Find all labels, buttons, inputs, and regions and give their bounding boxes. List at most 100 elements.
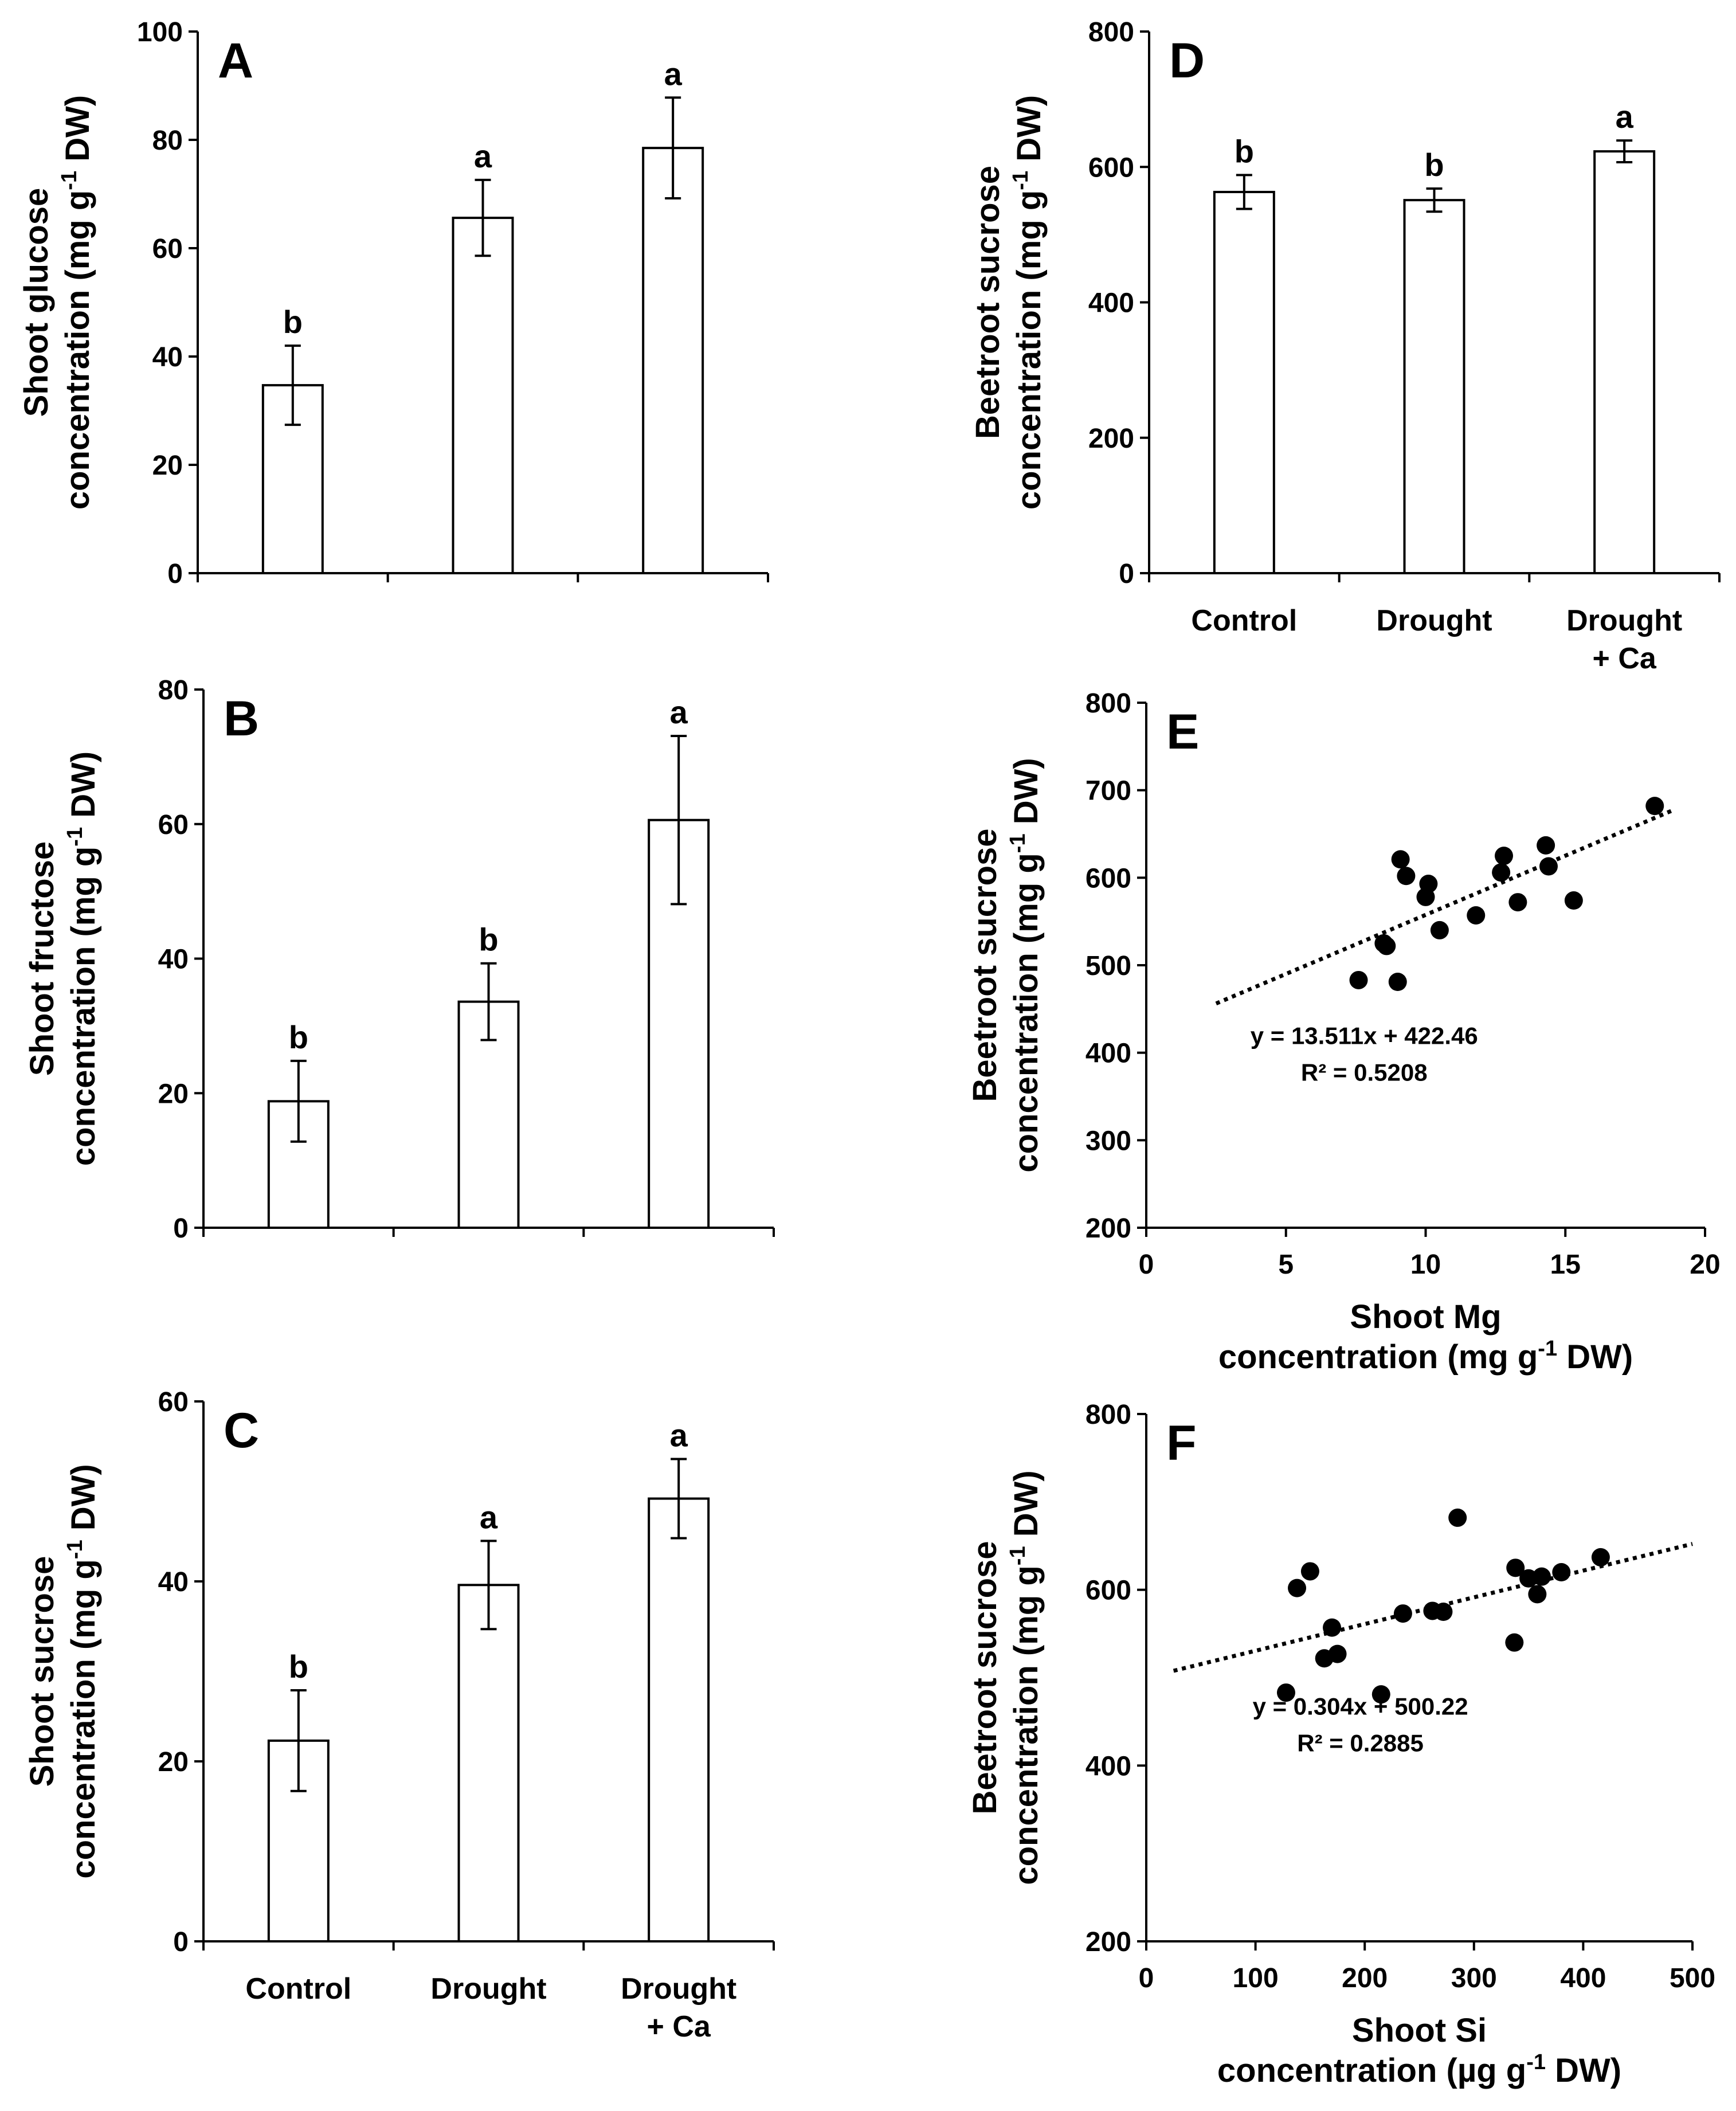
significance-letter: a	[664, 56, 683, 92]
data-point	[1508, 893, 1527, 912]
panel-b: 0 20 40 60 80 Shoot fructose concentration (mg…	[23, 675, 775, 1244]
data-point	[1349, 970, 1368, 989]
y-tick-label: 400	[1086, 1039, 1131, 1069]
y-tick-label: 0	[173, 1927, 189, 1957]
y-tick-label: 400	[1086, 1751, 1131, 1781]
x-axis-title-line2: concentration (µg g-1 DW)	[1217, 2050, 1621, 2089]
y-axis-title-line2: concentration (mg g-1 DW)	[63, 1464, 102, 1878]
y-tick-label: 200	[1086, 1213, 1131, 1244]
significance-letter: a	[480, 1499, 498, 1535]
y-tick-label: 0	[1119, 559, 1134, 589]
x-tick-label: 300	[1451, 1963, 1497, 1993]
y-tick-label: 500	[1086, 951, 1131, 981]
data-point	[1467, 906, 1486, 925]
trendline-equation: y = 13.511x + 422.46	[1251, 1022, 1478, 1049]
category-label: + Ca	[647, 2010, 711, 2043]
data-point	[1506, 1558, 1525, 1577]
y-tick-label: 20	[158, 1079, 189, 1109]
x-tick-label: 15	[1550, 1250, 1581, 1280]
y-axis-title-line1: Beetroot sucrose	[969, 166, 1006, 439]
x-axis-title-line1: Shoot Mg	[1350, 1298, 1501, 1335]
significance-letter: b	[283, 304, 303, 340]
y-tick-label: 60	[158, 1387, 189, 1417]
data-point	[1552, 1563, 1571, 1581]
r-squared: R² = 0.2885	[1297, 1729, 1424, 1756]
data-point	[1391, 850, 1410, 869]
y-tick-label: 40	[158, 1567, 189, 1597]
y-tick-label: 200	[1086, 1927, 1131, 1957]
x-tick-label: 0	[1139, 1250, 1154, 1280]
y-tick-label: 40	[158, 945, 189, 975]
y-axis-title-line1: Shoot sucrose	[23, 1556, 61, 1787]
x-tick-label: 200	[1342, 1963, 1388, 1993]
significance-letter: a	[670, 694, 688, 730]
category-label: Drought	[1376, 604, 1492, 637]
panel-c: 0 20 40 60 Shoot sucrose concentration (mg g-…	[23, 1387, 775, 2043]
data-point	[1276, 1683, 1295, 1702]
y-axis-title-line2: concentration (mg g-1 DW)	[63, 751, 102, 1166]
x-axis-title-line2: concentration (mg g-1 DW)	[1218, 1337, 1633, 1376]
panel-letter: E	[1166, 704, 1199, 759]
data-point	[1388, 973, 1407, 992]
y-tick-label: 700	[1086, 776, 1131, 806]
significance-letter: b	[479, 922, 498, 958]
panel-letter: F	[1166, 1416, 1197, 1471]
bar	[642, 147, 704, 574]
y-tick-label: 20	[158, 1747, 189, 1777]
data-point	[1448, 1508, 1467, 1527]
data-point	[1434, 1603, 1453, 1621]
category-label: + Ca	[1593, 642, 1657, 675]
y-axis-title-line1: Shoot glucose	[18, 188, 55, 417]
data-point	[1397, 867, 1416, 886]
y-tick-label: 200	[1088, 424, 1134, 454]
y-tick-label: 60	[152, 234, 183, 264]
category-label: Control	[1191, 604, 1297, 637]
y-axis-title-line2: concentration (mg g-1 DW)	[1009, 95, 1048, 510]
y-tick-label: 800	[1086, 688, 1131, 719]
significance-letter: b	[1424, 147, 1444, 183]
y-axis-title-line2: concentration (mg g-1 DW)	[57, 95, 96, 510]
x-tick-label: 0	[1139, 1963, 1154, 1993]
bar	[452, 217, 514, 574]
bar	[648, 1497, 710, 1943]
data-point	[1430, 921, 1449, 939]
trendline	[1215, 809, 1672, 1006]
y-tick-label: 80	[152, 126, 183, 156]
data-point	[1288, 1579, 1307, 1597]
category-label: Drought	[430, 1972, 546, 2006]
x-tick-label: 5	[1278, 1250, 1294, 1280]
panel-letter: D	[1169, 33, 1205, 88]
x-tick-label: 400	[1560, 1963, 1606, 1993]
data-point	[1591, 1548, 1610, 1566]
y-tick-label: 20	[152, 451, 183, 481]
y-tick-label: 600	[1088, 152, 1134, 183]
bar	[1593, 150, 1656, 574]
x-tick-label: 20	[1690, 1250, 1720, 1280]
y-tick-label: 100	[137, 17, 183, 48]
bar	[1403, 199, 1465, 575]
data-point	[1393, 1604, 1412, 1623]
y-tick-label: 600	[1086, 863, 1131, 894]
y-axis-title-line1: Shoot fructose	[23, 841, 61, 1076]
r-squared: R² = 0.5208	[1301, 1059, 1428, 1086]
data-point	[1645, 797, 1664, 816]
y-tick-label: 60	[158, 810, 189, 840]
bar	[457, 1584, 520, 1942]
data-point	[1505, 1633, 1524, 1652]
panel-d: 0 200 400 600 800 Beetroot sucrose concentrati…	[969, 17, 1721, 675]
data-point	[1532, 1567, 1551, 1586]
data-point	[1495, 847, 1513, 865]
significance-letter: b	[289, 1648, 308, 1685]
data-point	[1539, 857, 1558, 876]
panel-letter: C	[224, 1403, 259, 1458]
x-tick-label: 500	[1670, 1963, 1715, 1993]
trendline-equation: y = 0.304x + 500.22	[1253, 1693, 1468, 1720]
y-axis-title-line2: concentration (mg g-1 DW)	[1006, 758, 1045, 1172]
x-tick-label: 10	[1410, 1250, 1441, 1280]
significance-letter: b	[1235, 133, 1254, 169]
significance-letter: a	[670, 1417, 688, 1453]
y-tick-label: 0	[167, 559, 183, 589]
